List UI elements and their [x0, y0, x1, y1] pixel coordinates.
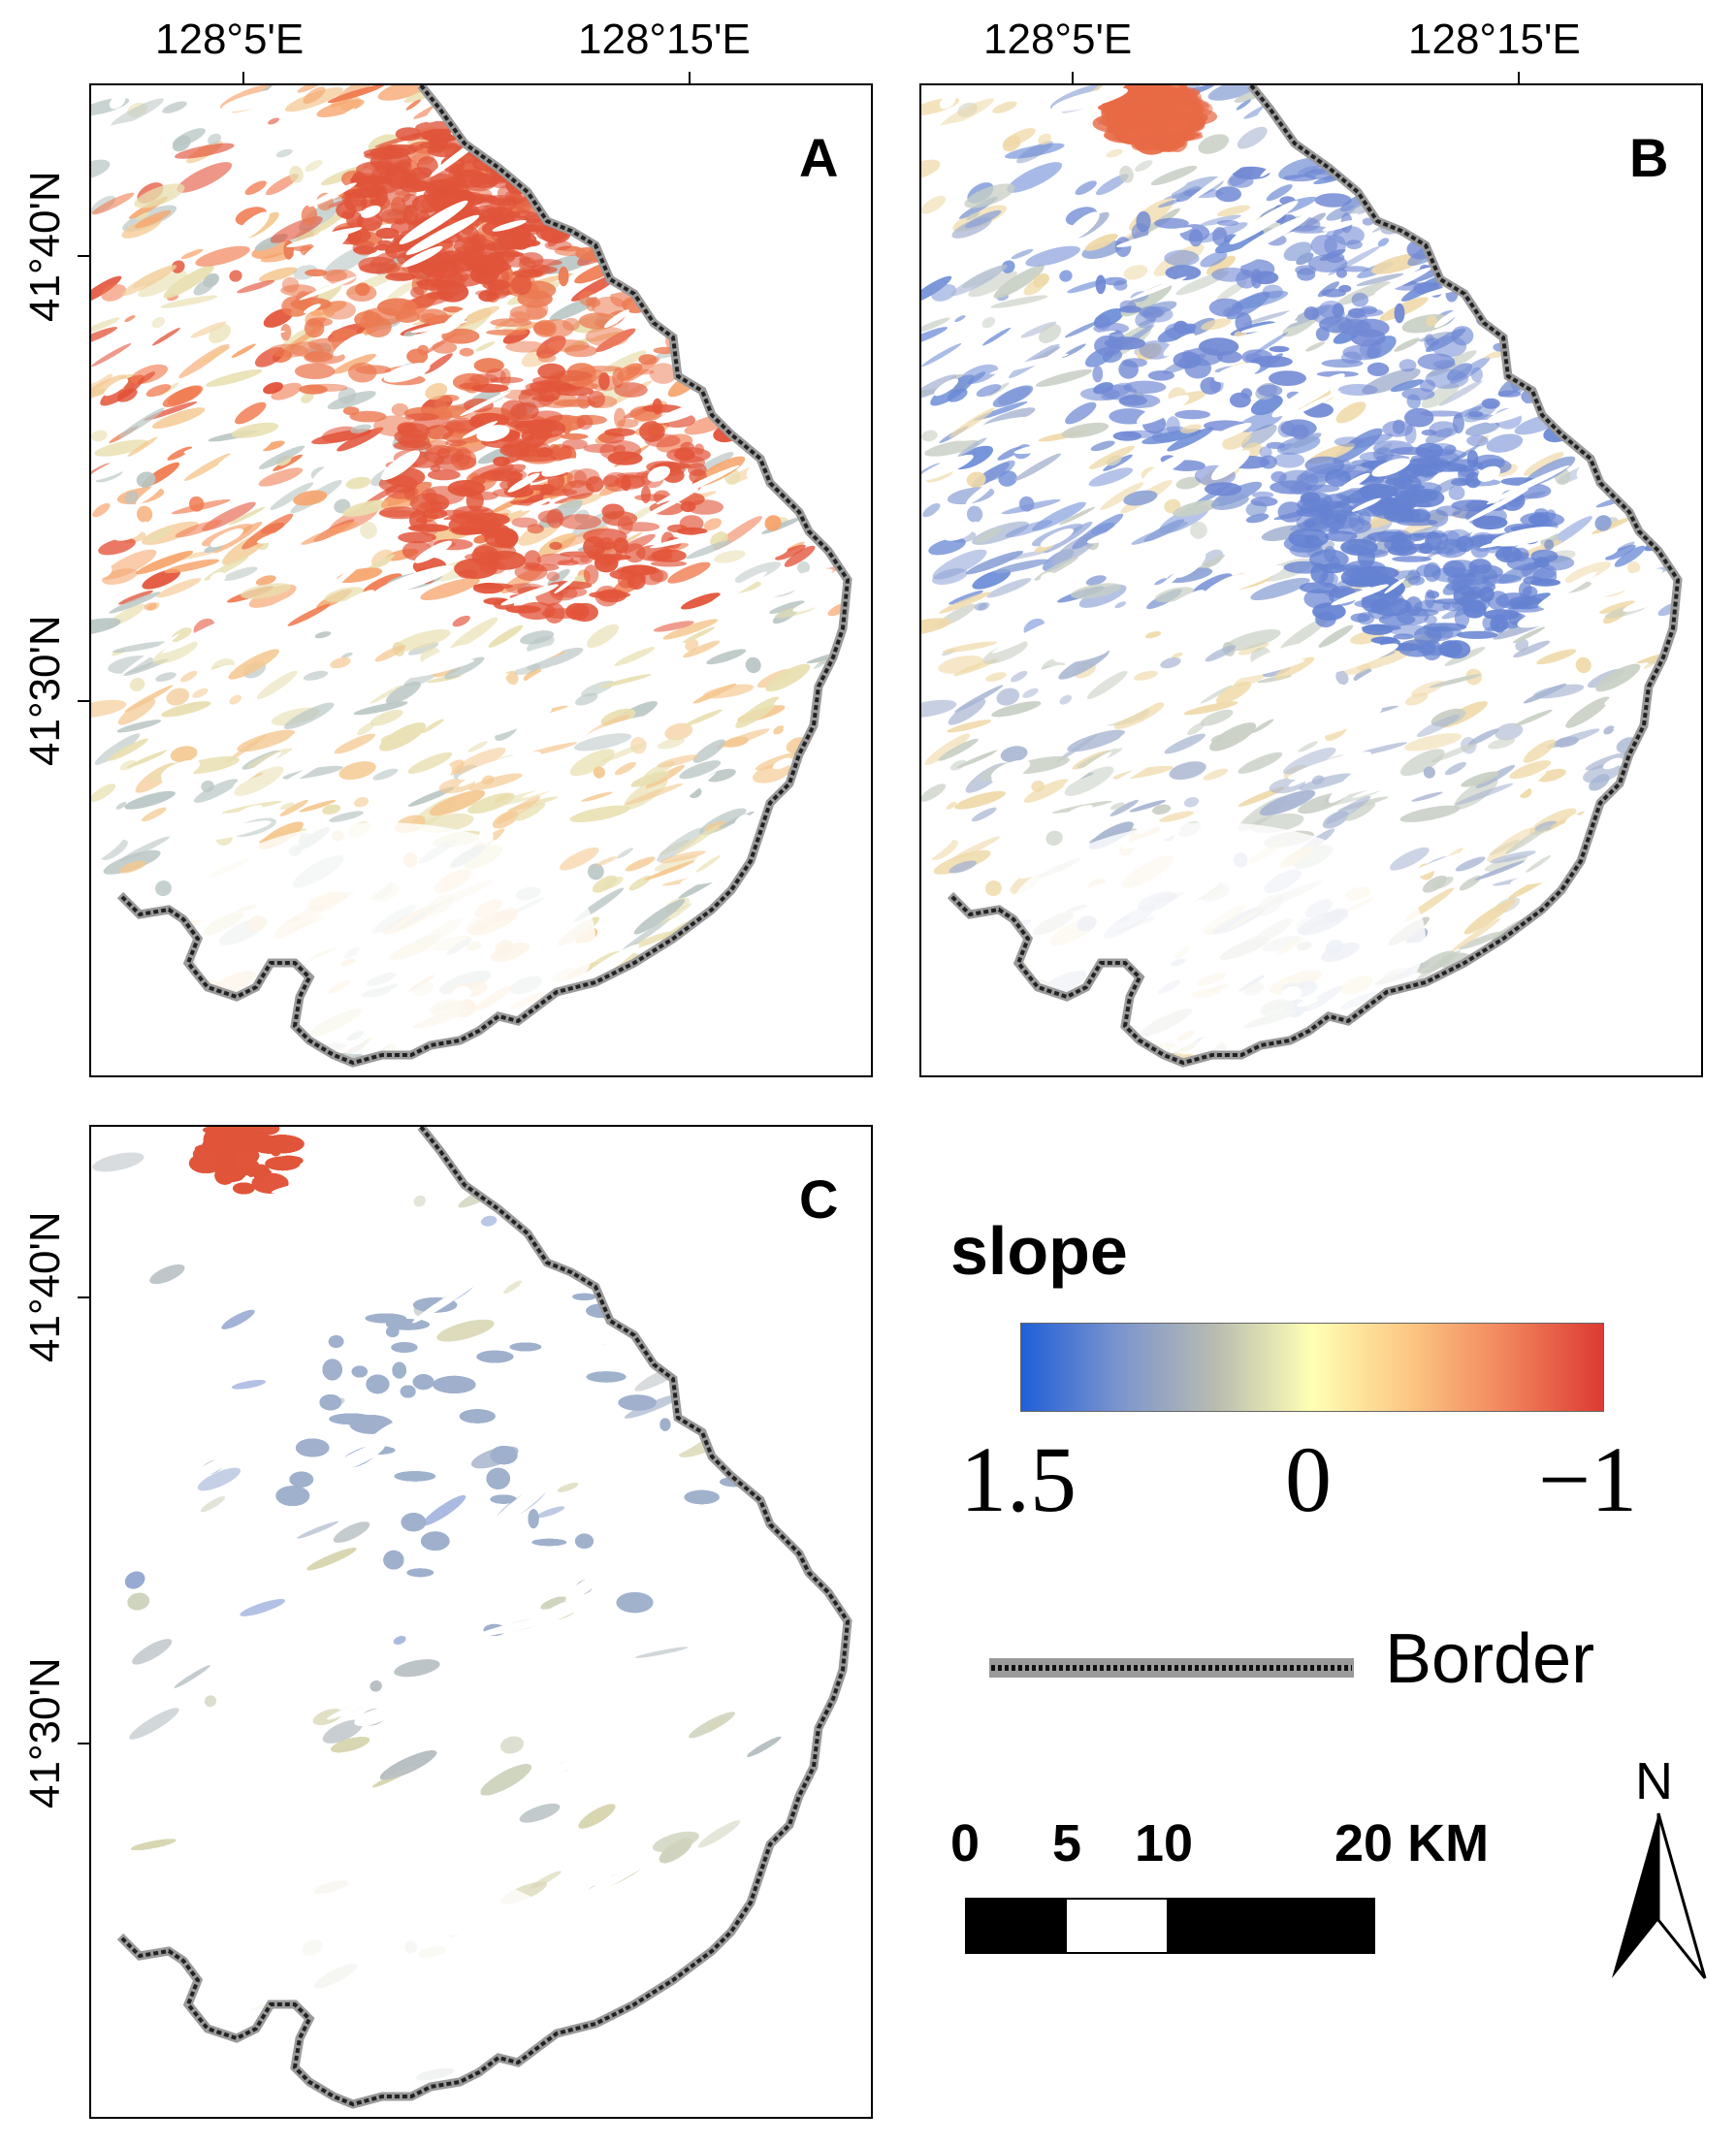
map-c-svg — [91, 1127, 852, 2109]
lon-tick — [242, 72, 244, 83]
lon-tick — [689, 72, 691, 83]
map-raster — [91, 1127, 848, 2104]
lat-label-a-1: 41°40'N — [21, 171, 69, 322]
lon-tick — [1518, 72, 1520, 83]
scale-label-10: 10 — [1135, 1814, 1194, 1872]
colorbar-label-min: −1 — [1538, 1427, 1638, 1531]
panel-label-c: C — [799, 1168, 839, 1230]
border-line-dash — [948, 85, 1681, 1066]
map-raster — [921, 85, 1678, 1063]
border-line-dash — [118, 1127, 851, 2107]
lon-label-a-1: 128°5'E — [155, 16, 305, 63]
lat-label-c-2: 41°30'N — [21, 1657, 69, 1808]
lat-tick — [78, 1296, 89, 1298]
panel-label-b: B — [1629, 127, 1669, 188]
lat-label-a-2: 41°30'N — [21, 615, 69, 766]
lon-tick — [1072, 72, 1074, 83]
scale-segment — [1065, 1898, 1169, 1954]
map-panel-a: A — [89, 83, 873, 1077]
border-legend-line — [989, 1658, 1354, 1678]
map-raster — [91, 85, 848, 1063]
map-a-svg — [91, 85, 852, 1068]
border-line-dash — [118, 85, 851, 1066]
lon-label-b-1: 128°5'E — [983, 16, 1133, 63]
map-panel-b: B — [919, 83, 1703, 1077]
north-label: N — [1635, 1752, 1673, 1810]
lat-tick — [78, 700, 89, 702]
colorbar-label-max: 1.5 — [960, 1427, 1077, 1531]
map-panel-c: C — [89, 1125, 873, 2119]
lat-label-c-1: 41°40'N — [21, 1211, 69, 1362]
border-legend-label: Border — [1385, 1620, 1595, 1698]
scale-segment — [1167, 1898, 1375, 1954]
north-arrow-icon — [1612, 1812, 1707, 1979]
lon-label-a-2: 128°15'E — [578, 16, 751, 63]
legend-title: slope — [950, 1213, 1128, 1289]
lon-label-b-2: 128°15'E — [1408, 16, 1581, 63]
scale-segment — [965, 1898, 1067, 1954]
scale-label-5: 5 — [1052, 1814, 1082, 1872]
slope-colorbar — [1020, 1323, 1604, 1412]
panel-label-a: A — [799, 127, 839, 188]
colorbar-label-zero: 0 — [1285, 1427, 1332, 1531]
scale-label-20km: 20 KM — [1334, 1814, 1490, 1872]
lat-tick — [78, 255, 89, 257]
map-b-svg — [921, 85, 1683, 1068]
lat-tick — [78, 1743, 89, 1744]
scale-label-0: 0 — [950, 1814, 981, 1872]
